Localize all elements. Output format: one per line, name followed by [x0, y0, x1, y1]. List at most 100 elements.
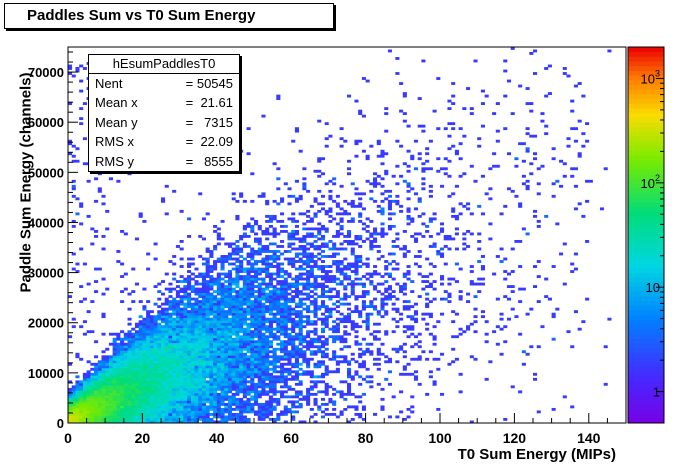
heatmap-cell [220, 260, 225, 263]
heatmap-cell [506, 152, 512, 156]
heatmap-cell [265, 320, 270, 324]
heatmap-cell [302, 262, 307, 266]
heatmap-cell [194, 330, 199, 334]
heatmap-cell [120, 330, 125, 334]
heatmap-cell [224, 322, 229, 326]
heatmap-cell [242, 297, 247, 301]
heatmap-cell [361, 292, 366, 296]
heatmap-cell [250, 217, 255, 221]
heatmap-cell [361, 320, 366, 324]
heatmap-cell [254, 395, 259, 399]
heatmap-cell [220, 287, 225, 291]
heatmap-cell [317, 265, 322, 268]
heatmap-cell [533, 72, 538, 75]
heatmap-cell [462, 172, 467, 176]
heatmap-cell [190, 307, 195, 311]
heatmap-cell [168, 417, 173, 421]
heatmap-cell [276, 302, 281, 306]
heatmap-cell [220, 322, 225, 326]
heatmap-cell [276, 380, 281, 384]
heatmap-cell [216, 332, 221, 336]
color-scale-step [628, 211, 664, 217]
heatmap-cell [116, 332, 121, 336]
heatmap-cell [276, 360, 281, 364]
heatmap-cell [373, 412, 378, 416]
heatmap-cell [332, 320, 337, 324]
heatmap-cell [529, 172, 534, 176]
heatmap-cell [257, 285, 262, 288]
heatmap-cell [142, 327, 147, 331]
heatmap-cell [339, 355, 344, 359]
heatmap-cell [131, 420, 136, 424]
heatmap-cell [384, 265, 389, 268]
heatmap-cell [276, 262, 281, 266]
heatmap-cell [324, 265, 329, 268]
color-scale-label: 10 [646, 280, 660, 295]
heatmap-cell [495, 342, 500, 346]
heatmap-cell [172, 320, 177, 324]
color-scale-step [628, 79, 664, 85]
heatmap-cell [339, 272, 344, 276]
heatmap-cell [302, 267, 307, 271]
heatmap-cell [149, 375, 154, 379]
heatmap-cell [216, 312, 221, 316]
heatmap-cell [283, 345, 288, 349]
heatmap-cell [421, 275, 426, 278]
heatmap-cell [499, 260, 504, 263]
heatmap-cell [220, 307, 225, 311]
heatmap-cell [168, 377, 173, 381]
heatmap-cell [116, 402, 121, 406]
heatmap-cell [257, 250, 262, 253]
heatmap-cell [402, 112, 407, 116]
heatmap-cell [101, 372, 106, 376]
heatmap-cell [332, 199, 337, 203]
heatmap-cell [220, 315, 225, 319]
heatmap-cell [116, 405, 121, 409]
heatmap-cell [354, 342, 359, 346]
heatmap-cell [239, 357, 244, 361]
heatmap-cell [123, 415, 128, 419]
heatmap-cell [358, 245, 363, 248]
heatmap-cell [242, 395, 247, 399]
heatmap-cell [335, 317, 340, 321]
heatmap-cell [201, 320, 206, 324]
heatmap-cell [101, 350, 106, 354]
heatmap-cell [365, 79, 370, 83]
heatmap-cell [201, 282, 206, 286]
heatmap-cell [194, 402, 199, 406]
heatmap-cell [555, 307, 560, 311]
heatmap-cell [94, 375, 99, 379]
y-tick-label: 20000 [28, 316, 64, 331]
heatmap-cell [302, 345, 307, 349]
heatmap-cell [469, 270, 474, 273]
heatmap-cell [153, 417, 158, 421]
heatmap-cell [86, 415, 91, 419]
heatmap-cell [272, 305, 277, 309]
heatmap-cell [343, 240, 348, 243]
heatmap-cell [276, 375, 281, 379]
heatmap-cell [134, 332, 140, 336]
heatmap-cell [544, 132, 549, 136]
heatmap-cell [231, 310, 236, 314]
heatmap-cell [376, 182, 381, 186]
heatmap-cell [190, 397, 195, 401]
heatmap-cell [120, 407, 125, 411]
heatmap-cell [161, 400, 166, 404]
heatmap-cell [105, 287, 110, 291]
heatmap-cell [313, 247, 318, 251]
heatmap-cell [254, 330, 259, 334]
heatmap-cell [213, 325, 218, 329]
color-scale-step [628, 65, 664, 71]
heatmap-cell [443, 235, 448, 238]
heatmap-cell [209, 295, 214, 299]
heatmap-cell [220, 337, 225, 341]
heatmap-cell [149, 377, 154, 381]
heatmap-cell [428, 184, 433, 188]
heatmap-cell [142, 345, 147, 349]
heatmap-cell [577, 202, 582, 206]
heatmap-cell [347, 345, 352, 349]
heatmap-cell [387, 297, 392, 301]
heatmap-cell [209, 392, 214, 396]
heatmap-cell [86, 214, 91, 218]
heatmap-cell [410, 345, 415, 349]
